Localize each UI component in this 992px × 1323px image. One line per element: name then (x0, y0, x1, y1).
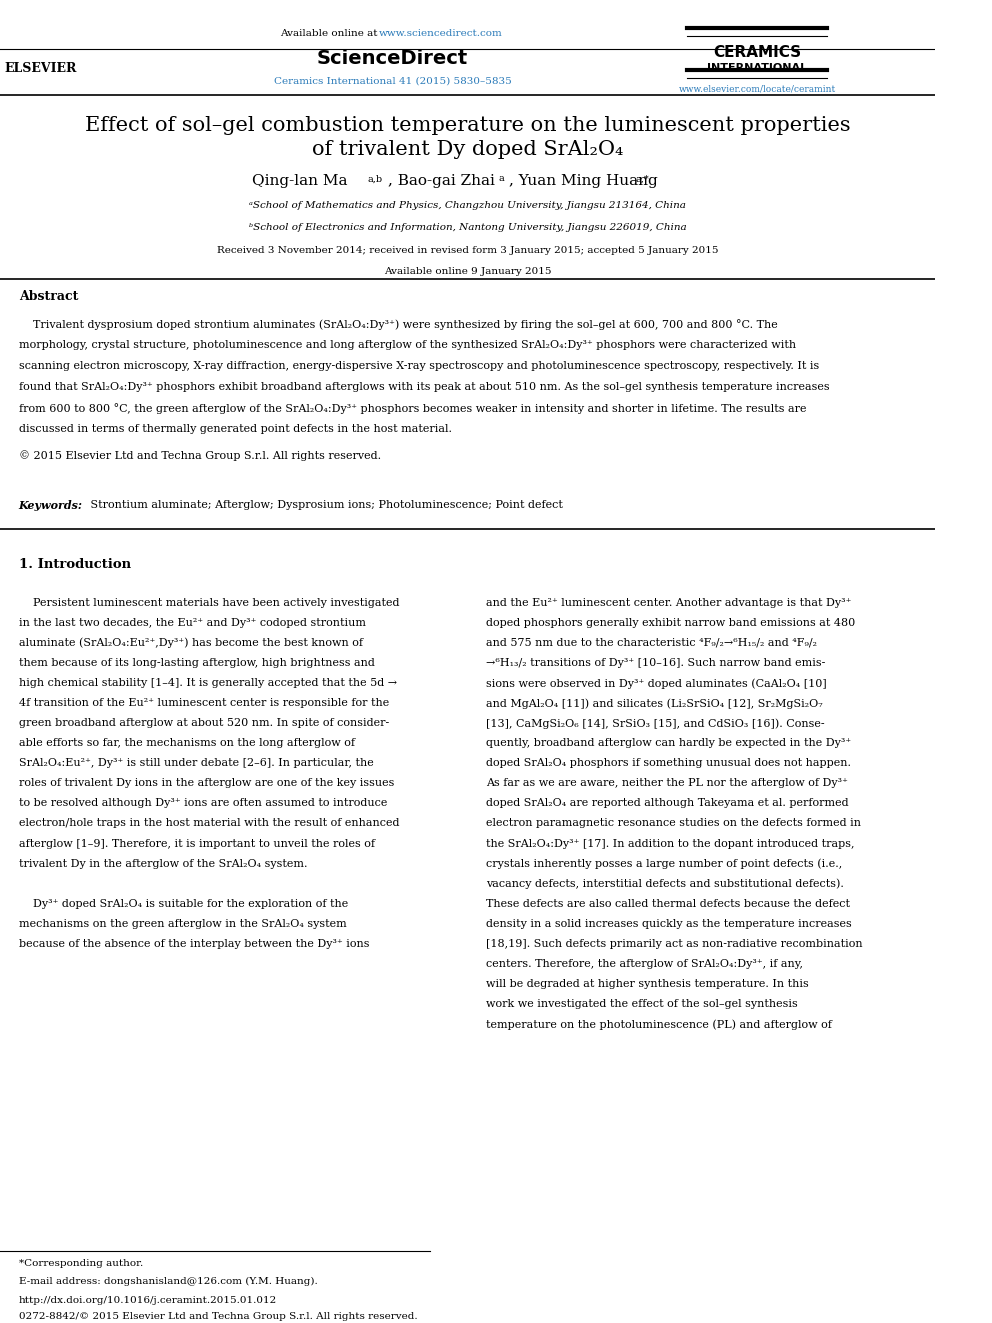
Text: scanning electron microscopy, X-ray diffraction, energy-dispersive X-ray spectro: scanning electron microscopy, X-ray diff… (19, 361, 819, 372)
Text: of trivalent Dy doped SrAl₂O₄: of trivalent Dy doped SrAl₂O₄ (311, 140, 623, 159)
Text: able efforts so far, the mechanisms on the long afterglow of: able efforts so far, the mechanisms on t… (19, 738, 355, 749)
Text: SrAl₂O₄:Eu²⁺, Dy³⁺ is still under debate [2–6]. In particular, the: SrAl₂O₄:Eu²⁺, Dy³⁺ is still under debate… (19, 758, 373, 769)
Text: Effect of sol–gel combustion temperature on the luminescent properties: Effect of sol–gel combustion temperature… (84, 116, 850, 135)
Text: www.elsevier.com/locate/ceramint: www.elsevier.com/locate/ceramint (679, 85, 836, 94)
Text: to be resolved although Dy³⁺ ions are often assumed to introduce: to be resolved although Dy³⁺ ions are of… (19, 798, 387, 808)
Text: the SrAl₂O₄:Dy³⁺ [17]. In addition to the dopant introduced traps,: the SrAl₂O₄:Dy³⁺ [17]. In addition to th… (486, 839, 854, 848)
Text: Ceramics International 41 (2015) 5830–5835: Ceramics International 41 (2015) 5830–58… (274, 77, 512, 86)
Text: roles of trivalent Dy ions in the afterglow are one of the key issues: roles of trivalent Dy ions in the afterg… (19, 778, 394, 789)
Text: , Yuan Ming Huang: , Yuan Ming Huang (509, 175, 658, 188)
Text: Strontium aluminate; Afterglow; Dysprosium ions; Photoluminescence; Point defect: Strontium aluminate; Afterglow; Dysprosi… (87, 500, 562, 511)
Text: in the last two decades, the Eu²⁺ and Dy³⁺ codoped strontium: in the last two decades, the Eu²⁺ and Dy… (19, 618, 366, 628)
Text: As far as we are aware, neither the PL nor the afterglow of Dy³⁺: As far as we are aware, neither the PL n… (486, 778, 848, 789)
Text: http://dx.doi.org/10.1016/j.ceramint.2015.01.012: http://dx.doi.org/10.1016/j.ceramint.201… (19, 1297, 277, 1306)
Text: electron paramagnetic resonance studies on the defects formed in: electron paramagnetic resonance studies … (486, 819, 861, 828)
Text: vacancy defects, interstitial defects and substitutional defects).: vacancy defects, interstitial defects an… (486, 878, 844, 889)
Text: Available online 9 January 2015: Available online 9 January 2015 (384, 267, 552, 275)
Text: work we investigated the effect of the sol–gel synthesis: work we investigated the effect of the s… (486, 999, 798, 1009)
Text: ELSEVIER: ELSEVIER (5, 62, 77, 75)
Text: These defects are also called thermal defects because the defect: These defects are also called thermal de… (486, 898, 850, 909)
Text: →⁶H₁₃/₂ transitions of Dy³⁺ [10–16]. Such narrow band emis-: →⁶H₁₃/₂ transitions of Dy³⁺ [10–16]. Suc… (486, 658, 825, 668)
Text: ScienceDirect: ScienceDirect (317, 49, 468, 67)
Text: 4f transition of the Eu²⁺ luminescent center is responsible for the: 4f transition of the Eu²⁺ luminescent ce… (19, 699, 389, 708)
Text: Dy³⁺ doped SrAl₂O₄ is suitable for the exploration of the: Dy³⁺ doped SrAl₂O₄ is suitable for the e… (19, 898, 348, 909)
Text: crystals inherently posses a large number of point defects (i.e.,: crystals inherently posses a large numbe… (486, 859, 842, 869)
Text: and 575 nm due to the characteristic ⁴F₉/₂→⁶H₁₅/₂ and ⁴F₉/₂: and 575 nm due to the characteristic ⁴F₉… (486, 638, 817, 648)
Text: CERAMICS: CERAMICS (713, 45, 802, 60)
Text: morphology, crystal structure, photoluminescence and long afterglow of the synth: morphology, crystal structure, photolumi… (19, 340, 796, 351)
Text: [18,19]. Such defects primarily act as non-radiative recombination: [18,19]. Such defects primarily act as n… (486, 939, 863, 949)
Text: Keywords:: Keywords: (19, 500, 82, 511)
Text: from 600 to 800 °C, the green afterglow of the SrAl₂O₄:Dy³⁺ phosphors becomes we: from 600 to 800 °C, the green afterglow … (19, 404, 806, 414)
Text: Received 3 November 2014; received in revised form 3 January 2015; accepted 5 Ja: Received 3 November 2014; received in re… (216, 246, 718, 254)
Text: Trivalent dysprosium doped strontium aluminates (SrAl₂O₄:Dy³⁺) were synthesized : Trivalent dysprosium doped strontium alu… (19, 319, 778, 331)
Text: electron/hole traps in the host material with the result of enhanced: electron/hole traps in the host material… (19, 819, 399, 828)
Text: 1. Introduction: 1. Introduction (19, 558, 131, 572)
Text: *Corresponding author.: *Corresponding author. (19, 1259, 143, 1269)
Text: a,b: a,b (367, 175, 383, 184)
Text: sions were observed in Dy³⁺ doped aluminates (CaAl₂O₄ [10]: sions were observed in Dy³⁺ doped alumin… (486, 677, 827, 688)
Text: them because of its long-lasting afterglow, high brightness and: them because of its long-lasting aftergl… (19, 658, 375, 668)
Text: , Bao-gai Zhai: , Bao-gai Zhai (388, 175, 495, 188)
Text: Persistent luminescent materials have been actively investigated: Persistent luminescent materials have be… (19, 598, 399, 607)
Text: quently, broadband afterglow can hardly be expected in the Dy³⁺: quently, broadband afterglow can hardly … (486, 738, 851, 749)
Text: Qing-lan Ma: Qing-lan Ma (252, 175, 348, 188)
Text: aluminate (SrAl₂O₄:Eu²⁺,Dy³⁺) has become the best known of: aluminate (SrAl₂O₄:Eu²⁺,Dy³⁺) has become… (19, 638, 363, 648)
Text: green broadband afterglow at about 520 nm. In spite of consider-: green broadband afterglow at about 520 n… (19, 718, 389, 728)
Text: [13], CaMgSi₂O₆ [14], SrSiO₃ [15], and CdSiO₃ [16]). Conse-: [13], CaMgSi₂O₆ [14], SrSiO₃ [15], and C… (486, 718, 824, 729)
Text: centers. Therefore, the afterglow of SrAl₂O₄:Dy³⁺, if any,: centers. Therefore, the afterglow of SrA… (486, 959, 804, 968)
Text: INTERNATIONAL: INTERNATIONAL (707, 64, 807, 73)
Text: Available online at: Available online at (281, 29, 381, 38)
Text: because of the absence of the interplay between the Dy³⁺ ions: because of the absence of the interplay … (19, 939, 369, 949)
Text: www.sciencedirect.com: www.sciencedirect.com (379, 29, 502, 38)
Text: discussed in terms of thermally generated point defects in the host material.: discussed in terms of thermally generate… (19, 423, 451, 434)
Text: and MgAl₂O₄ [11]) and silicates (Li₂SrSiO₄ [12], Sr₂MgSi₂O₇: and MgAl₂O₄ [11]) and silicates (Li₂SrSi… (486, 699, 822, 709)
Text: doped phosphors generally exhibit narrow band emissions at 480: doped phosphors generally exhibit narrow… (486, 618, 855, 628)
Text: temperature on the photoluminescence (PL) and afterglow of: temperature on the photoluminescence (PL… (486, 1019, 832, 1029)
Text: high chemical stability [1–4]. It is generally accepted that the 5d →: high chemical stability [1–4]. It is gen… (19, 677, 397, 688)
Text: E-mail address: dongshanisland@126.com (Y.M. Huang).: E-mail address: dongshanisland@126.com (… (19, 1277, 317, 1286)
Text: doped SrAl₂O₄ are reported although Takeyama et al. performed: doped SrAl₂O₄ are reported although Take… (486, 798, 849, 808)
Text: a: a (498, 175, 504, 184)
Text: and the Eu²⁺ luminescent center. Another advantage is that Dy³⁺: and the Eu²⁺ luminescent center. Another… (486, 598, 851, 607)
Text: © 2015 Elsevier Ltd and Techna Group S.r.l. All rights reserved.: © 2015 Elsevier Ltd and Techna Group S.r… (19, 450, 381, 460)
Text: mechanisms on the green afterglow in the SrAl₂O₄ system: mechanisms on the green afterglow in the… (19, 918, 346, 929)
Text: a,*: a,* (636, 175, 650, 184)
Text: trivalent Dy in the afterglow of the SrAl₂O₄ system.: trivalent Dy in the afterglow of the SrA… (19, 859, 308, 869)
Text: Abstract: Abstract (19, 291, 78, 303)
Text: ᵃSchool of Mathematics and Physics, Changzhou University, Jiangsu 213164, China: ᵃSchool of Mathematics and Physics, Chan… (249, 201, 685, 209)
Text: 0272-8842/© 2015 Elsevier Ltd and Techna Group S.r.l. All rights reserved.: 0272-8842/© 2015 Elsevier Ltd and Techna… (19, 1312, 418, 1322)
Text: density in a solid increases quickly as the temperature increases: density in a solid increases quickly as … (486, 918, 852, 929)
Text: afterglow [1–9]. Therefore, it is important to unveil the roles of: afterglow [1–9]. Therefore, it is import… (19, 839, 375, 848)
Text: found that SrAl₂O₄:Dy³⁺ phosphors exhibit broadband afterglows with its peak at : found that SrAl₂O₄:Dy³⁺ phosphors exhibi… (19, 382, 829, 392)
Text: will be degraded at higher synthesis temperature. In this: will be degraded at higher synthesis tem… (486, 979, 808, 990)
Text: doped SrAl₂O₄ phosphors if something unusual does not happen.: doped SrAl₂O₄ phosphors if something unu… (486, 758, 851, 769)
Text: ᵇSchool of Electronics and Information, Nantong University, Jiangsu 226019, Chin: ᵇSchool of Electronics and Information, … (249, 224, 686, 232)
